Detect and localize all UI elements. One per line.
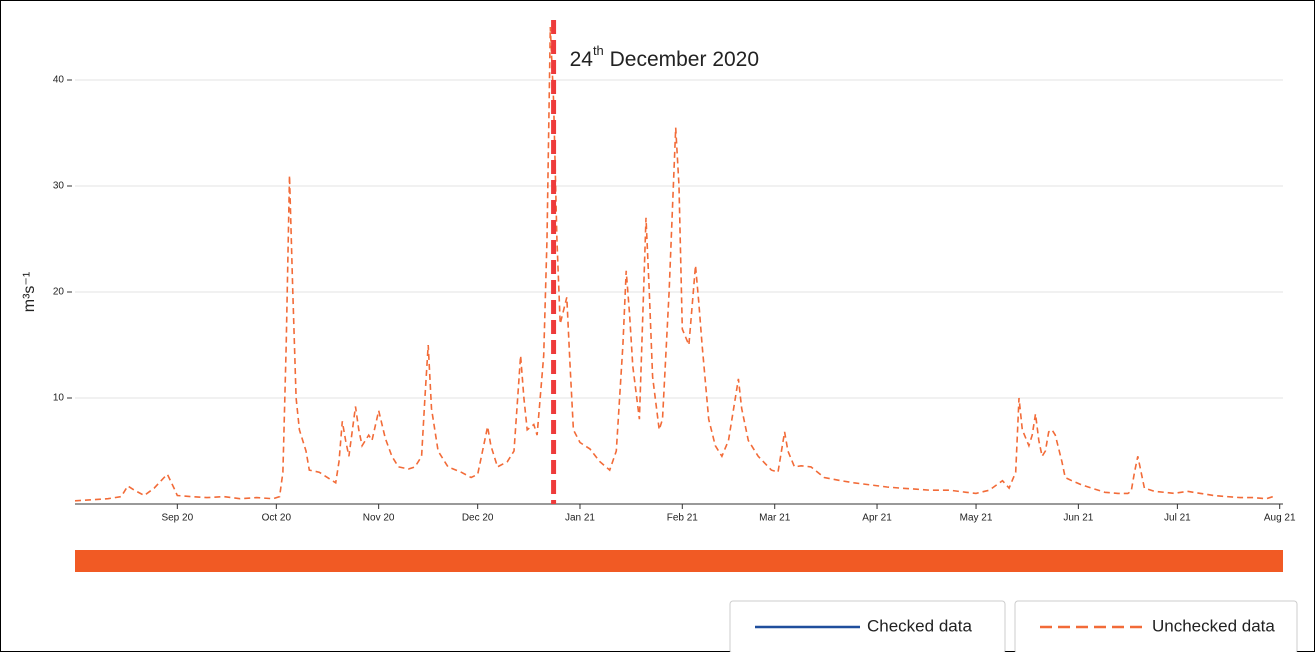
data-line bbox=[74, 26, 1277, 502]
y-tick-label: 40 bbox=[53, 75, 65, 86]
x-tick-label: Oct 20 bbox=[262, 513, 292, 524]
annotation-text: 24th December 2020 bbox=[570, 43, 759, 70]
legend-label: Checked data bbox=[867, 616, 972, 635]
x-tick-label: Dec 20 bbox=[462, 513, 494, 524]
x-tick-label: Sep 20 bbox=[161, 513, 193, 524]
x-tick-label: Aug 21 bbox=[1264, 513, 1296, 524]
x-tick-label: May 21 bbox=[960, 513, 993, 524]
x-tick-label: Mar 21 bbox=[759, 513, 791, 524]
y-tick-label: 30 bbox=[53, 181, 65, 192]
legend-box bbox=[1014, 600, 1298, 652]
y-tick-label: 20 bbox=[53, 287, 65, 298]
x-tick-label: Jun 21 bbox=[1063, 513, 1093, 524]
x-tick-label: Jan 21 bbox=[565, 513, 595, 524]
y-tick-label: 10 bbox=[53, 393, 65, 404]
annotation-part: 24 bbox=[570, 48, 594, 71]
coverage-bar bbox=[75, 550, 1283, 572]
annotation-part: December 2020 bbox=[604, 48, 759, 71]
legend-box bbox=[729, 600, 1006, 652]
x-tick-label: Jul 21 bbox=[1164, 513, 1191, 524]
x-tick-label: Nov 20 bbox=[363, 513, 395, 524]
annotation-sup: th bbox=[593, 43, 604, 58]
x-tick-label: Feb 21 bbox=[667, 513, 699, 524]
legend-label: Unchecked data bbox=[1152, 616, 1275, 635]
x-tick-label: Apr 21 bbox=[862, 513, 892, 524]
y-axis-label: m³s⁻¹ bbox=[21, 272, 38, 312]
